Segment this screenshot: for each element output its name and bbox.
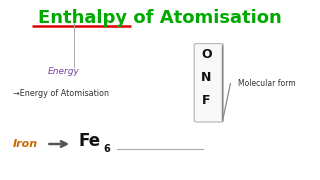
Text: Fe: Fe bbox=[78, 132, 100, 150]
Text: Iron: Iron bbox=[13, 139, 38, 149]
Text: N: N bbox=[201, 71, 212, 84]
Text: F: F bbox=[202, 94, 211, 107]
Text: Molecular form: Molecular form bbox=[238, 79, 296, 88]
Text: 6: 6 bbox=[103, 143, 110, 154]
Text: Energy: Energy bbox=[48, 68, 80, 76]
Text: O: O bbox=[201, 48, 212, 60]
Text: Enthalpy of Atomisation: Enthalpy of Atomisation bbox=[38, 9, 282, 27]
Text: →Energy of Atomisation: →Energy of Atomisation bbox=[13, 89, 109, 98]
FancyBboxPatch shape bbox=[194, 44, 223, 122]
